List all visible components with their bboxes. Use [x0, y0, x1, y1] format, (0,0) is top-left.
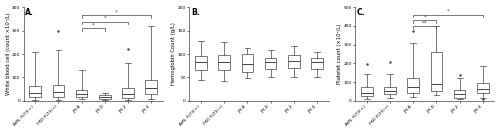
- PathPatch shape: [218, 55, 230, 70]
- PathPatch shape: [195, 56, 207, 70]
- Text: **: **: [422, 20, 428, 25]
- Y-axis label: Platelet count (×10⁹/L): Platelet count (×10⁹/L): [337, 24, 342, 84]
- Text: C.: C.: [356, 8, 365, 17]
- Text: *: *: [446, 9, 450, 14]
- PathPatch shape: [312, 58, 323, 69]
- PathPatch shape: [430, 52, 442, 91]
- PathPatch shape: [30, 86, 41, 97]
- PathPatch shape: [408, 78, 419, 93]
- Text: A.: A.: [25, 8, 34, 17]
- PathPatch shape: [288, 55, 300, 68]
- PathPatch shape: [384, 87, 396, 94]
- PathPatch shape: [99, 95, 110, 99]
- Text: B.: B.: [191, 8, 200, 17]
- PathPatch shape: [454, 90, 466, 98]
- PathPatch shape: [361, 87, 372, 96]
- PathPatch shape: [146, 80, 157, 94]
- Text: *: *: [424, 14, 426, 19]
- PathPatch shape: [265, 58, 276, 69]
- PathPatch shape: [76, 90, 88, 97]
- PathPatch shape: [52, 84, 64, 97]
- Text: *: *: [92, 22, 94, 27]
- Text: *: *: [115, 10, 118, 15]
- Y-axis label: White blood cell (count ×10⁹/L): White blood cell (count ×10⁹/L): [6, 13, 10, 95]
- Y-axis label: Hemoglobin Count (g/L): Hemoglobin Count (g/L): [171, 23, 176, 85]
- PathPatch shape: [122, 88, 134, 98]
- PathPatch shape: [242, 54, 254, 72]
- Text: *: *: [104, 16, 106, 21]
- PathPatch shape: [477, 83, 488, 93]
